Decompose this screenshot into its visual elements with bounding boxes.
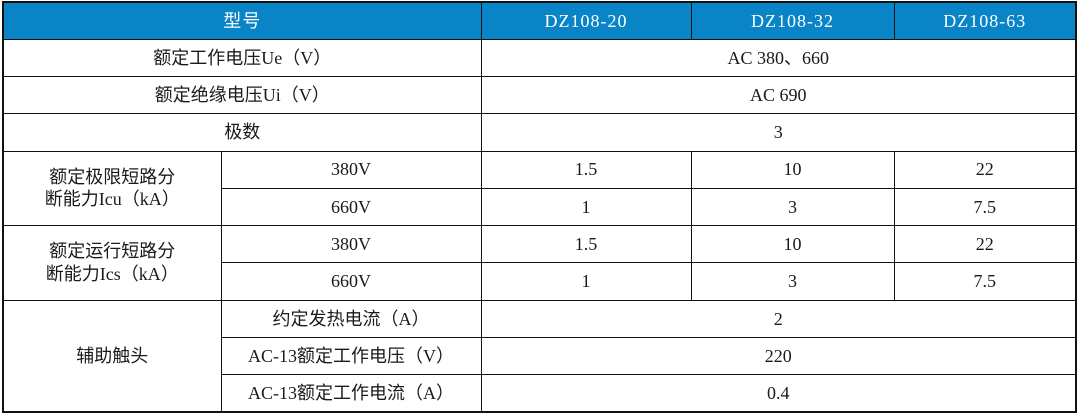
aux-ac13-current-value: 0.4 xyxy=(480,374,1077,413)
aux-ac13-voltage-label: AC-13额定工作电压（V） xyxy=(220,336,482,376)
header-row: 型号 DZ108-20 DZ108-32 DZ108-63 xyxy=(2,1,1077,40)
rated-working-voltage-value: AC 380、660 xyxy=(480,38,1077,78)
aux-thermal-current-label: 约定发热电流（A） xyxy=(220,299,482,338)
col-header-dz108-32: DZ108-32 xyxy=(690,1,895,40)
icu-660v-label: 660V xyxy=(220,187,482,227)
ics-380v-value-dz108-20: 1.5 xyxy=(480,225,692,264)
ics-660v-value-dz108-20: 1 xyxy=(480,262,692,301)
ics-660v-value-dz108-63: 7.5 xyxy=(893,262,1077,301)
row-poles: 极数 3 xyxy=(2,113,1077,152)
rated-insulation-voltage-label: 额定绝缘电压Ui（V） xyxy=(2,76,482,115)
ics-380v-value-dz108-63: 22 xyxy=(893,225,1077,264)
icu-660v-value-dz108-63: 7.5 xyxy=(893,187,1077,227)
row-icu-660v: 660V 1 3 7.5 xyxy=(3,187,1077,227)
icu-660v-value-dz108-32: 3 xyxy=(690,187,895,227)
row-aux-thermal-current: 辅助触头 约定发热电流（A） 2 xyxy=(2,299,1077,413)
ics-380v-label: 380V xyxy=(220,225,482,264)
poles-label: 极数 xyxy=(2,113,482,152)
aux-thermal-current-value: 2 xyxy=(480,299,1077,338)
poles-value: 3 xyxy=(480,113,1077,152)
icu-380v-value-dz108-20: 1.5 xyxy=(480,150,692,189)
row-aux-ac13-current: AC-13额定工作电流（A） 0.4 xyxy=(3,374,1077,413)
row-icu-380v: 额定极限短路分 断能力Icu（kA） 380V 1.5 10 22 xyxy=(2,150,1077,227)
model-header-cell: 型号 xyxy=(2,1,482,40)
col-header-dz108-63: DZ108-63 xyxy=(893,1,1077,40)
rated-working-voltage-label: 额定工作电压Ue（V） xyxy=(2,38,482,78)
col-header-dz108-20: DZ108-20 xyxy=(480,1,692,40)
ics-660v-label: 660V xyxy=(220,262,482,301)
ics-380v-value-dz108-32: 10 xyxy=(690,225,895,264)
row-ics-660v: 660V 1 3 7.5 xyxy=(3,262,1077,301)
row-ics-380v: 额定运行短路分 断能力Ics（kA） 380V 1.5 10 22 xyxy=(2,225,1077,301)
row-rated-insulation-voltage: 额定绝缘电压Ui（V） AC 690 xyxy=(2,76,1077,115)
ics-660v-value-dz108-32: 3 xyxy=(690,262,895,301)
rated-insulation-voltage-value: AC 690 xyxy=(480,76,1077,115)
aux-ac13-current-label: AC-13额定工作电流（A） xyxy=(220,374,482,413)
icu-380v-value-dz108-63: 22 xyxy=(893,150,1077,189)
aux-contact-group-label: 辅助触头 xyxy=(2,299,222,413)
row-rated-working-voltage: 额定工作电压Ue（V） AC 380、660 xyxy=(2,38,1077,78)
icu-380v-label: 380V xyxy=(220,150,482,189)
icu-group-label: 额定极限短路分 断能力Icu（kA） xyxy=(2,150,222,227)
ics-group-label: 额定运行短路分 断能力Ics（kA） xyxy=(2,225,222,301)
aux-ac13-voltage-value: 220 xyxy=(480,336,1077,376)
icu-660v-value-dz108-20: 1 xyxy=(480,187,692,227)
icu-380v-value-dz108-32: 10 xyxy=(690,150,895,189)
